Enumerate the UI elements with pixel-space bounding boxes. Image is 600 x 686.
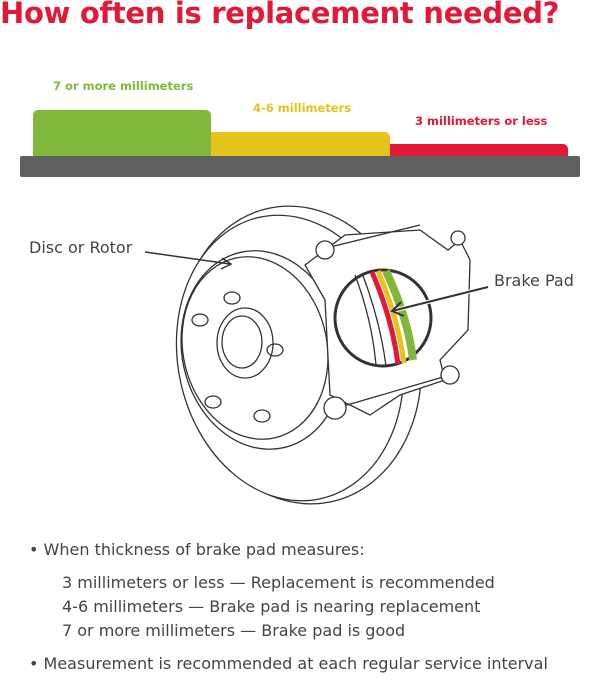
note-item: 3 millimeters or less — Replacement is r… (62, 573, 495, 592)
level-label-red: 3 millimeters or less (415, 114, 548, 128)
level-label-green: 7 or more millimeters (53, 79, 194, 93)
base-bar (20, 156, 580, 177)
pad-label: Brake Pad (494, 271, 574, 290)
level-bar-green (33, 110, 211, 158)
page-title: How often is replacement needed? (0, 0, 560, 30)
brake-diagram (144, 205, 489, 505)
rotor-label: Disc or Rotor (29, 238, 133, 257)
level-label-yellow: 4-6 millimeters (253, 101, 352, 115)
note-item: 7 or more millimeters — Brake pad is goo… (62, 621, 406, 640)
level-bar-yellow (211, 132, 390, 158)
magnifier (333, 268, 433, 368)
level-bar-red (390, 144, 568, 158)
lug-bolts (191, 291, 284, 423)
bullet-measurement: • Measurement is recommended at each reg… (29, 654, 548, 673)
pad-arrow (390, 285, 489, 317)
rotor-arrow (144, 251, 233, 270)
bullet-text: When thickness of brake pad measures: (43, 540, 365, 559)
bullet-text: Measurement is recommended at each regul… (43, 654, 548, 673)
note-item: 4-6 millimeters — Brake pad is nearing r… (62, 597, 481, 616)
bullet-thickness: • When thickness of brake pad measures: (29, 540, 365, 559)
